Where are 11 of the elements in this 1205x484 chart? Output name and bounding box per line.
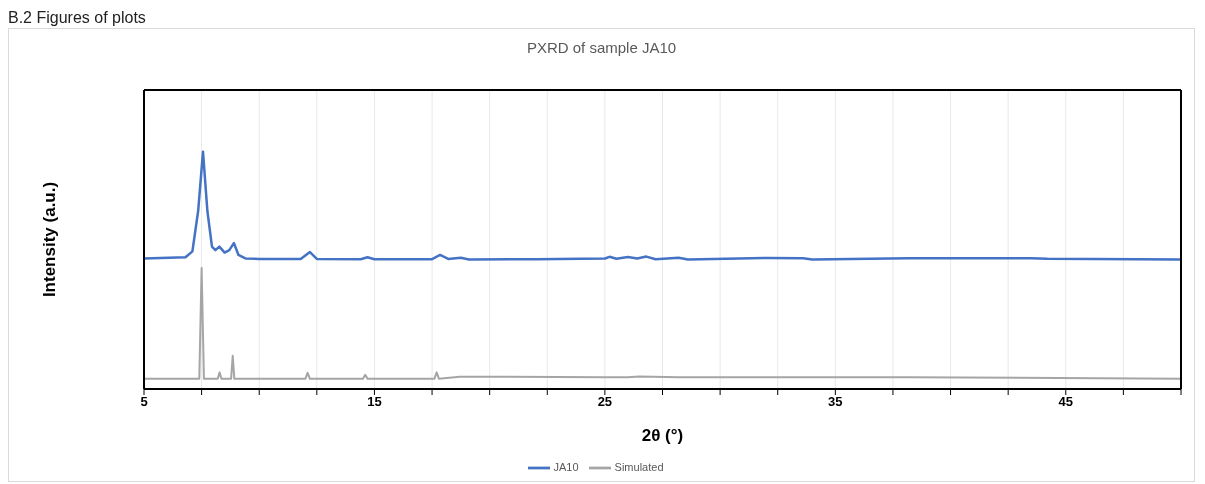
x-tick-label: 5 <box>140 394 148 410</box>
y-axis-title: Intensity (a.u.) <box>40 181 60 298</box>
legend-label: JA10 <box>553 460 579 473</box>
legend-label: Simulated <box>614 460 664 473</box>
chart-title: PXRD of sample JA10 <box>525 39 678 58</box>
x-tick-label: 45 <box>1058 394 1074 410</box>
text: B.2 Figures of plots <box>8 8 147 28</box>
x-tick-label: 15 <box>367 394 382 410</box>
x-tick-label: 25 <box>597 394 613 410</box>
x-tick-label: 35 <box>828 394 843 410</box>
x-axis-title: 2θ (°) <box>641 426 684 445</box>
